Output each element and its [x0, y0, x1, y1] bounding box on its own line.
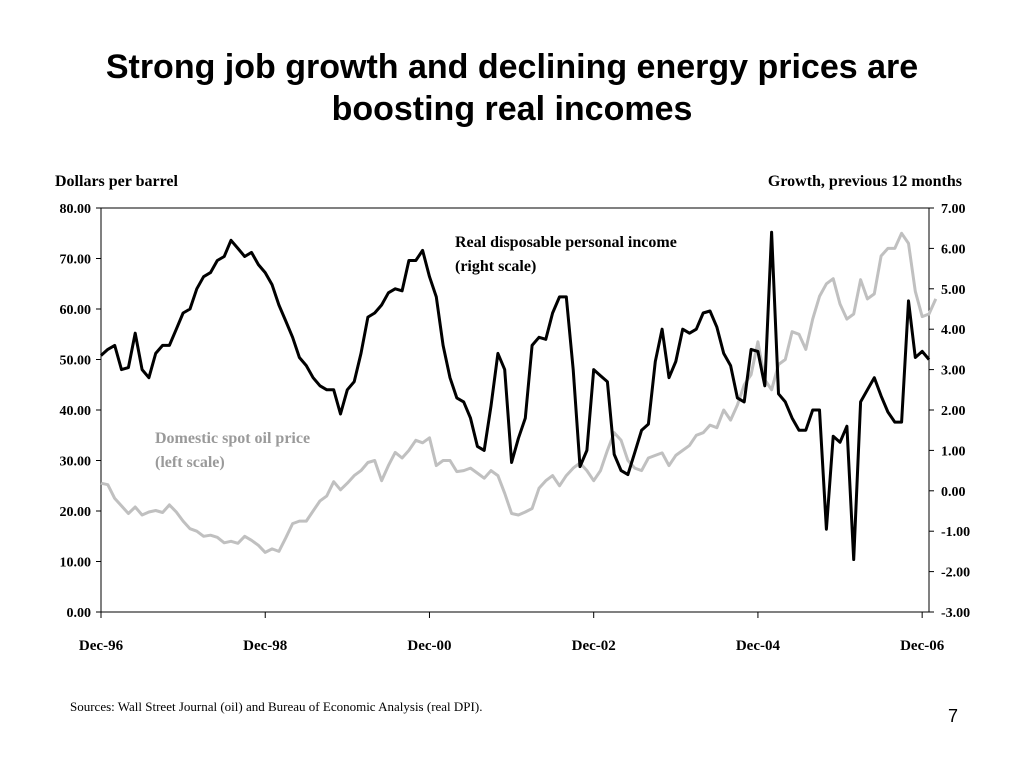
left-axis-tick-label: 80.00: [60, 202, 92, 217]
page-number: 7: [948, 706, 959, 726]
left-axis-title: Dollars per barrel: [55, 173, 179, 190]
right-axis-tick-label: -3.00: [941, 606, 970, 621]
left-axis-tick-label: 60.00: [60, 303, 92, 318]
left-axis-tick-label: 70.00: [60, 253, 92, 268]
left-axis-tick-label: 0.00: [67, 606, 92, 621]
right-axis-title: Growth, previous 12 months: [768, 173, 962, 190]
x-axis-tick-label: Dec-04: [736, 638, 781, 654]
real-income-line: [99, 230, 931, 561]
right-axis-tick-label: 0.00: [941, 485, 966, 500]
oil-price-line: [100, 231, 938, 554]
slide-title-line-2: boosting real incomes: [331, 90, 693, 128]
left-axis-tick-label: 40.00: [60, 404, 92, 419]
slide-title-line-1: Strong job growth and declining energy p…: [105, 48, 919, 86]
oil-series-scale-label: (left scale): [155, 454, 225, 471]
right-axis-tick-label: -1.00: [941, 525, 970, 540]
left-axis-tick-label: 20.00: [60, 505, 92, 520]
right-axis-tick-label: 1.00: [941, 444, 966, 459]
right-axis-tick-label: -2.00: [941, 566, 970, 581]
income-series-scale-label: (right scale): [455, 258, 536, 275]
right-axis-tick-label: 7.00: [941, 202, 966, 217]
source-note: Sources: Wall Street Journal (oil) and B…: [70, 699, 483, 714]
right-axis-tick-label: 3.00: [941, 364, 966, 379]
x-axis-tick-label: Dec-02: [572, 638, 616, 654]
left-axis-tick-label: 30.00: [60, 455, 92, 470]
x-axis-tick-label: Dec-96: [79, 638, 124, 654]
right-axis-tick-label: 2.00: [941, 404, 966, 419]
right-axis-tick-label: 4.00: [941, 323, 966, 338]
right-axis-tick-label: 6.00: [941, 242, 966, 257]
x-axis-tick-label: Dec-00: [407, 638, 451, 654]
x-axis-tick-label: Dec-98: [243, 638, 287, 654]
right-axis-tick-label: 5.00: [941, 283, 966, 298]
slide-title: Strong job growth and declining energy p…: [0, 46, 1024, 130]
income-series-label: Real disposable personal income: [455, 234, 677, 251]
left-axis-tick-label: 10.00: [60, 556, 92, 571]
oil-series-label: Domestic spot oil price: [155, 430, 310, 447]
left-axis-tick-label: 50.00: [60, 354, 92, 369]
x-axis-tick-label: Dec-06: [900, 638, 945, 654]
